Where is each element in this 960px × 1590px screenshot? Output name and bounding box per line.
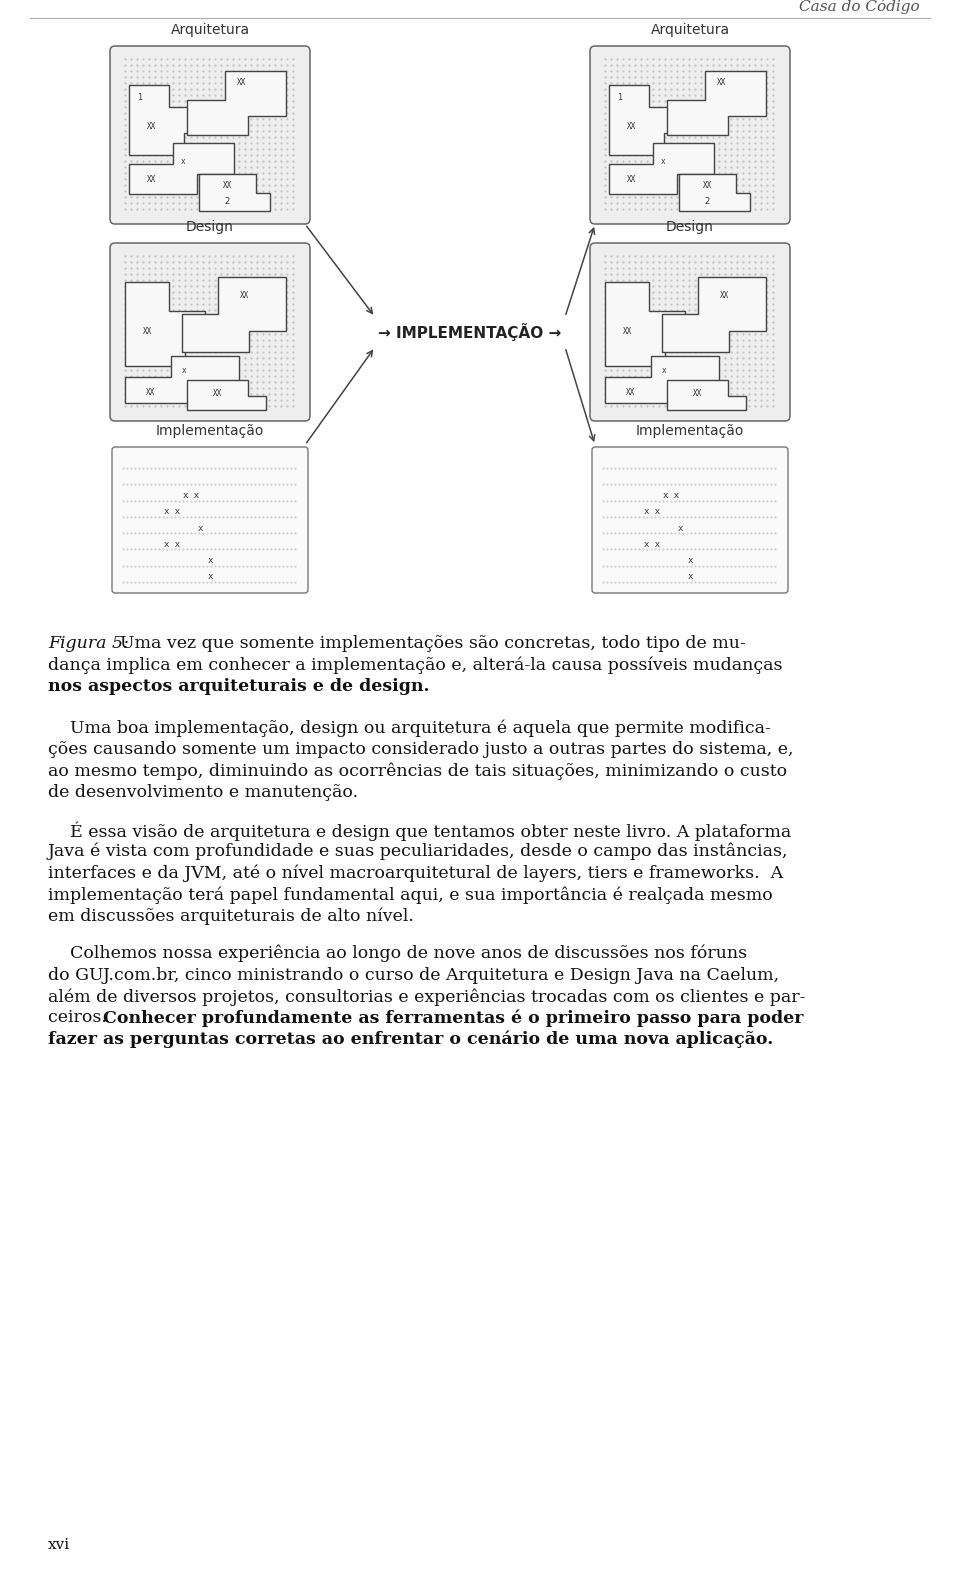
Text: → IMPLEMENTAÇÃO →: → IMPLEMENTAÇÃO →	[378, 323, 562, 340]
Text: interfaces e da JVM, até o nível macroarquitetural de layers, tiers e frameworks: interfaces e da JVM, até o nível macroar…	[48, 865, 783, 882]
Text: x: x	[181, 156, 185, 165]
FancyBboxPatch shape	[110, 46, 310, 224]
Text: Colhemos nossa experiência ao longo de nove anos de discussões nos fóruns: Colhemos nossa experiência ao longo de n…	[48, 944, 747, 962]
Text: XX: XX	[627, 122, 636, 132]
Text: Conhecer profundamente as ferramentas é o primeiro passo para poder: Conhecer profundamente as ferramentas é …	[103, 1010, 804, 1027]
Text: do GUJ.com.br, cinco ministrando o curso de Arquitetura e Design Java na Caelum,: do GUJ.com.br, cinco ministrando o curso…	[48, 967, 780, 984]
Text: xvi: xvi	[48, 1538, 70, 1552]
Text: Implementação: Implementação	[636, 425, 744, 437]
Text: x: x	[687, 572, 693, 582]
Text: É essa visão de arquitetura e design que tentamos obter neste livro. A plataform: É essa visão de arquitetura e design que…	[48, 822, 791, 841]
Text: XX: XX	[148, 175, 156, 184]
Text: XX: XX	[720, 291, 729, 301]
FancyBboxPatch shape	[110, 243, 310, 421]
Text: além de diversos projetos, consultorias e experiências trocadas com os clientes : além de diversos projetos, consultorias …	[48, 987, 805, 1005]
Text: Java é vista com profundidade e suas peculiaridades, desde o campo das instância: Java é vista com profundidade e suas pec…	[48, 843, 788, 860]
Polygon shape	[125, 356, 239, 402]
Text: XX: XX	[717, 78, 726, 87]
Text: XX: XX	[703, 181, 711, 189]
Text: x: x	[687, 556, 693, 564]
Polygon shape	[667, 72, 766, 135]
Text: x x: x x	[164, 507, 180, 517]
Text: 1: 1	[617, 92, 622, 102]
Polygon shape	[129, 84, 205, 156]
Text: x: x	[182, 366, 186, 375]
Text: Uma boa implementação, design ou arquitetura é aquela que permite modifica-: Uma boa implementação, design ou arquite…	[48, 720, 771, 738]
Text: XX: XX	[143, 328, 152, 337]
Text: Arquitetura: Arquitetura	[651, 22, 730, 37]
Text: x x: x x	[644, 507, 660, 517]
FancyBboxPatch shape	[112, 447, 308, 593]
Text: XX: XX	[626, 388, 635, 398]
Text: 2: 2	[225, 197, 229, 207]
Text: 1: 1	[137, 92, 142, 102]
Polygon shape	[679, 173, 750, 211]
FancyBboxPatch shape	[590, 243, 790, 421]
Text: x: x	[661, 156, 665, 165]
Text: x x: x x	[663, 491, 679, 501]
Text: Design: Design	[666, 219, 714, 234]
FancyBboxPatch shape	[590, 46, 790, 224]
Text: implementação terá papel fundamental aqui, e sua importância é realçada mesmo: implementação terá papel fundamental aqu…	[48, 886, 773, 903]
Text: XX: XX	[146, 388, 155, 398]
Text: Uma vez que somente implementações são concretas, todo tipo de mu-: Uma vez que somente implementações são c…	[120, 634, 746, 652]
Text: XX: XX	[240, 291, 249, 301]
Polygon shape	[605, 356, 719, 402]
Text: ceiros.: ceiros.	[48, 1010, 112, 1027]
Text: x x: x x	[183, 491, 199, 501]
Polygon shape	[187, 72, 286, 135]
Text: x: x	[207, 572, 213, 582]
Text: ções causando somente um impacto considerado justo a outras partes do sistema, e: ções causando somente um impacto conside…	[48, 741, 794, 758]
Text: x: x	[662, 366, 666, 375]
Polygon shape	[129, 143, 233, 194]
Polygon shape	[199, 173, 270, 211]
Text: Arquitetura: Arquitetura	[171, 22, 250, 37]
Text: x: x	[678, 523, 684, 533]
Text: nos aspectos arquiteturais e de design.: nos aspectos arquiteturais e de design.	[48, 677, 429, 695]
Text: Design: Design	[186, 219, 234, 234]
Polygon shape	[609, 84, 685, 156]
Text: Figura 5:: Figura 5:	[48, 634, 129, 652]
Text: dança implica em conhecer a implementação e, alterá-la causa possíveis mudanças: dança implica em conhecer a implementaçã…	[48, 657, 782, 674]
Text: XX: XX	[623, 328, 632, 337]
Text: Implementação: Implementação	[156, 425, 264, 437]
FancyBboxPatch shape	[592, 447, 788, 593]
Polygon shape	[609, 143, 713, 194]
Text: de desenvolvimento e manutenção.: de desenvolvimento e manutenção.	[48, 784, 358, 801]
Text: em discussões arquiteturais de alto nível.: em discussões arquiteturais de alto níve…	[48, 908, 414, 925]
Text: XX: XX	[693, 390, 702, 398]
Text: XX: XX	[237, 78, 246, 87]
Polygon shape	[187, 380, 266, 410]
Text: fazer as perguntas corretas ao enfrentar o cenário de uma nova aplicação.: fazer as perguntas corretas ao enfrentar…	[48, 1030, 773, 1048]
Text: x: x	[198, 523, 204, 533]
Text: ao mesmo tempo, diminuindo as ocorrências de tais situações, minimizando o custo: ao mesmo tempo, diminuindo as ocorrência…	[48, 763, 787, 781]
Polygon shape	[181, 277, 286, 351]
Text: x: x	[207, 556, 213, 564]
Text: 2: 2	[705, 197, 709, 207]
Polygon shape	[125, 281, 204, 366]
Text: XX: XX	[223, 181, 231, 189]
Polygon shape	[661, 277, 766, 351]
Polygon shape	[667, 380, 746, 410]
Text: XX: XX	[147, 122, 156, 132]
Text: x x: x x	[164, 541, 180, 549]
Text: Casa do Código: Casa do Código	[800, 0, 920, 14]
Polygon shape	[605, 281, 684, 366]
Text: x x: x x	[644, 541, 660, 549]
Text: XX: XX	[628, 175, 636, 184]
Text: XX: XX	[213, 390, 222, 398]
